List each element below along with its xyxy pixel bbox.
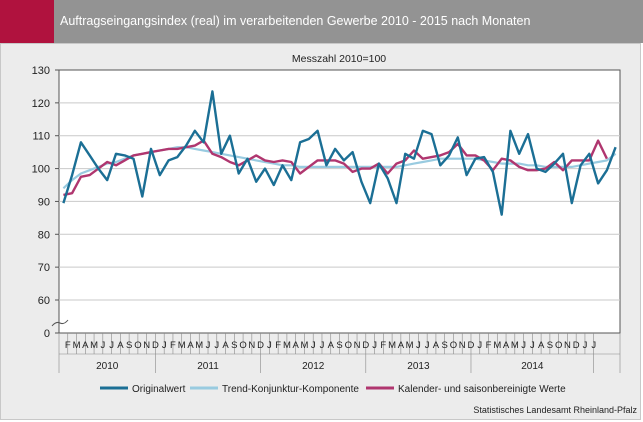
x-month-label: J bbox=[162, 340, 167, 351]
header-bar: Auftragseingangsindex (real) im verarbei… bbox=[0, 0, 643, 43]
x-month-label: D bbox=[573, 340, 580, 351]
x-month-label: J bbox=[372, 340, 377, 351]
y-tick-label: 60 bbox=[38, 295, 50, 307]
series-line-originalwert bbox=[62, 90, 617, 216]
x-month-label: J bbox=[214, 340, 219, 351]
x-month-label: J bbox=[521, 340, 526, 351]
y-tick-label: 90 bbox=[38, 196, 50, 208]
x-month-label: J bbox=[311, 340, 316, 351]
x-month-label: J bbox=[425, 340, 430, 351]
x-month-label: F bbox=[486, 340, 492, 351]
x-month-label: M bbox=[406, 340, 414, 351]
x-month-label: S bbox=[126, 340, 132, 351]
x-month-label: M bbox=[493, 340, 501, 351]
x-month-label: A bbox=[117, 340, 124, 351]
x-month-label: J bbox=[583, 340, 588, 351]
y-tick-label: 80 bbox=[38, 229, 50, 241]
x-month-label: O bbox=[345, 340, 352, 351]
x-year-label: 2010 bbox=[96, 361, 119, 372]
chart-subtitle: Messzahl 2010=100 bbox=[292, 53, 386, 65]
header-accent bbox=[0, 0, 54, 43]
x-month-label: F bbox=[380, 340, 386, 351]
x-month-label: J bbox=[206, 340, 211, 351]
page-title: Auftragseingangsindex (real) im verarbei… bbox=[60, 14, 531, 28]
x-month-label: D bbox=[257, 340, 264, 351]
x-month-label: O bbox=[239, 340, 246, 351]
x-month-label: A bbox=[538, 340, 545, 351]
legend: Originalwert Trend-Konjunktur-Komponente K… bbox=[100, 384, 566, 395]
x-month-label: J bbox=[591, 340, 596, 351]
x-month-label: D bbox=[152, 340, 159, 351]
x-month-label: O bbox=[134, 340, 141, 351]
x-month-label: A bbox=[433, 340, 440, 351]
x-month-label: S bbox=[231, 340, 237, 351]
x-month-label: A bbox=[328, 340, 335, 351]
x-month-label: O bbox=[555, 340, 562, 351]
x-month-label: M bbox=[73, 340, 81, 351]
x-month-label: M bbox=[283, 340, 291, 351]
y-tick-label: 70 bbox=[38, 262, 50, 274]
legend-label: Trend-Konjunktur-Komponente bbox=[222, 384, 359, 395]
x-month-label: M bbox=[90, 340, 98, 351]
x-year-label: 2013 bbox=[407, 361, 430, 372]
x-month-label: D bbox=[468, 340, 475, 351]
x-month-label: N bbox=[564, 340, 571, 351]
source-note: Statistisches Landesamt Rheinland-Pfalz bbox=[473, 405, 637, 415]
x-month-label: J bbox=[267, 340, 272, 351]
x-month-label: A bbox=[503, 340, 510, 351]
series-line-saisonbereinigt bbox=[63, 139, 608, 197]
x-month-label: N bbox=[143, 340, 150, 351]
x-month-label: A bbox=[398, 340, 405, 351]
y-tick-label: 130 bbox=[32, 65, 50, 77]
x-month-label: A bbox=[222, 340, 229, 351]
legend-label: Originalwert bbox=[132, 384, 186, 395]
y-tick-label: 0 bbox=[44, 328, 50, 340]
x-month-label: S bbox=[442, 340, 448, 351]
x-month-label: N bbox=[248, 340, 255, 351]
x-month-label: M bbox=[388, 340, 396, 351]
y-tick-label: 100 bbox=[32, 164, 50, 176]
y-axis-ticks: 0 60 70 80 90 100 110 120 130 bbox=[32, 65, 59, 340]
x-month-label: M bbox=[195, 340, 203, 351]
x-month-label: A bbox=[187, 340, 194, 351]
x-month-label: S bbox=[336, 340, 342, 351]
x-month-label: N bbox=[459, 340, 466, 351]
x-month-label: S bbox=[547, 340, 553, 351]
x-month-label: J bbox=[320, 340, 325, 351]
x-month-label: F bbox=[170, 340, 176, 351]
x-month-label: M bbox=[178, 340, 186, 351]
x-month-label: O bbox=[450, 340, 457, 351]
x-month-label: F bbox=[65, 340, 71, 351]
series-lines bbox=[62, 90, 617, 216]
y-tick-label: 120 bbox=[32, 98, 50, 110]
x-month-label: J bbox=[100, 340, 105, 351]
x-month-label: D bbox=[362, 340, 369, 351]
x-year-label: 2012 bbox=[302, 361, 325, 372]
x-month-label: J bbox=[477, 340, 482, 351]
legend-label: Kalender- und saisonbereinigte Werte bbox=[398, 384, 566, 395]
x-year-label: 2014 bbox=[521, 361, 544, 372]
x-month-label: M bbox=[300, 340, 308, 351]
x-month-label: J bbox=[109, 340, 114, 351]
axis-break bbox=[51, 319, 69, 327]
y-tick-label: 110 bbox=[32, 131, 50, 143]
x-month-label: M bbox=[511, 340, 519, 351]
x-month-label: A bbox=[82, 340, 89, 351]
x-month-label: N bbox=[354, 340, 361, 351]
x-month-label: A bbox=[293, 340, 300, 351]
axis-break-mark bbox=[51, 319, 69, 327]
x-month-label: F bbox=[275, 340, 281, 351]
x-month-label: J bbox=[416, 340, 421, 351]
x-year-label: 2011 bbox=[197, 361, 219, 372]
x-month-label: J bbox=[530, 340, 535, 351]
